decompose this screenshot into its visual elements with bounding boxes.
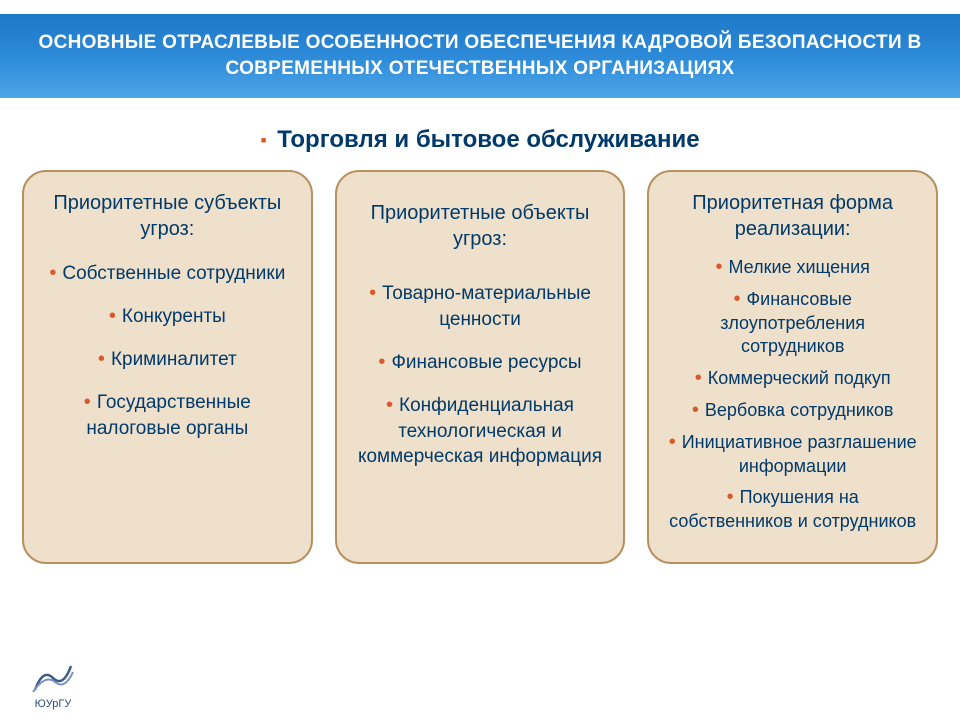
list-item: Мелкие хищения — [663, 254, 922, 280]
card-title: Приоритетные объекты угроз: — [351, 200, 610, 252]
list-item: Вербовка сотрудников — [663, 397, 922, 423]
card-threat-subjects: Приоритетные субъекты угроз: Собственные… — [22, 170, 313, 564]
square-bullet-icon: ▪ — [260, 130, 266, 151]
list-item: Инициативное разглашение информации — [663, 429, 922, 478]
list-item: Товарно-материальные ценности — [351, 280, 610, 333]
list-item: Конфиденциальная технологическая и комме… — [351, 392, 610, 470]
list-item: Финансовые ресурсы — [351, 349, 610, 376]
list-item: Криминалитет — [38, 346, 297, 373]
card-list: Мелкие хищения Финансовые злоупотреблени… — [663, 254, 922, 534]
list-item: Конкуренты — [38, 303, 297, 330]
cards-row: Приоритетные субъекты угроз: Собственные… — [22, 170, 938, 564]
logo-label: ЮУрГУ — [35, 698, 72, 710]
card-realization-forms: Приоритетная форма реализации: Мелкие хи… — [647, 170, 938, 564]
subtitle: ▪ Торговля и бытовое обслуживание — [0, 126, 960, 154]
list-item: Коммерческий подкуп — [663, 365, 922, 391]
list-item: Собственные сотрудники — [38, 260, 297, 287]
card-title: Приоритетные субъекты угроз: — [38, 190, 297, 242]
logo-icon — [29, 660, 77, 696]
list-item: Покушения на собственников и сотрудников — [663, 484, 922, 533]
subtitle-text: Торговля и бытовое обслуживание — [277, 126, 699, 153]
card-list: Товарно-материальные ценности Финансовые… — [351, 280, 610, 470]
card-threat-objects: Приоритетные объекты угроз: Товарно-мате… — [335, 170, 626, 564]
page-title: ОСНОВНЫЕ ОТРАСЛЕВЫЕ ОСОБЕННОСТИ ОБЕСПЕЧЕ… — [30, 30, 930, 81]
header-band: ОСНОВНЫЕ ОТРАСЛЕВЫЕ ОСОБЕННОСТИ ОБЕСПЕЧЕ… — [0, 14, 960, 98]
list-item: Финансовые злоупотребления сотрудников — [663, 286, 922, 359]
card-list: Собственные сотрудники Конкуренты Кримин… — [38, 260, 297, 442]
list-item: Государственные налоговые органы — [38, 389, 297, 442]
university-logo: ЮУрГУ — [18, 650, 88, 710]
card-title: Приоритетная форма реализации: — [663, 190, 922, 242]
